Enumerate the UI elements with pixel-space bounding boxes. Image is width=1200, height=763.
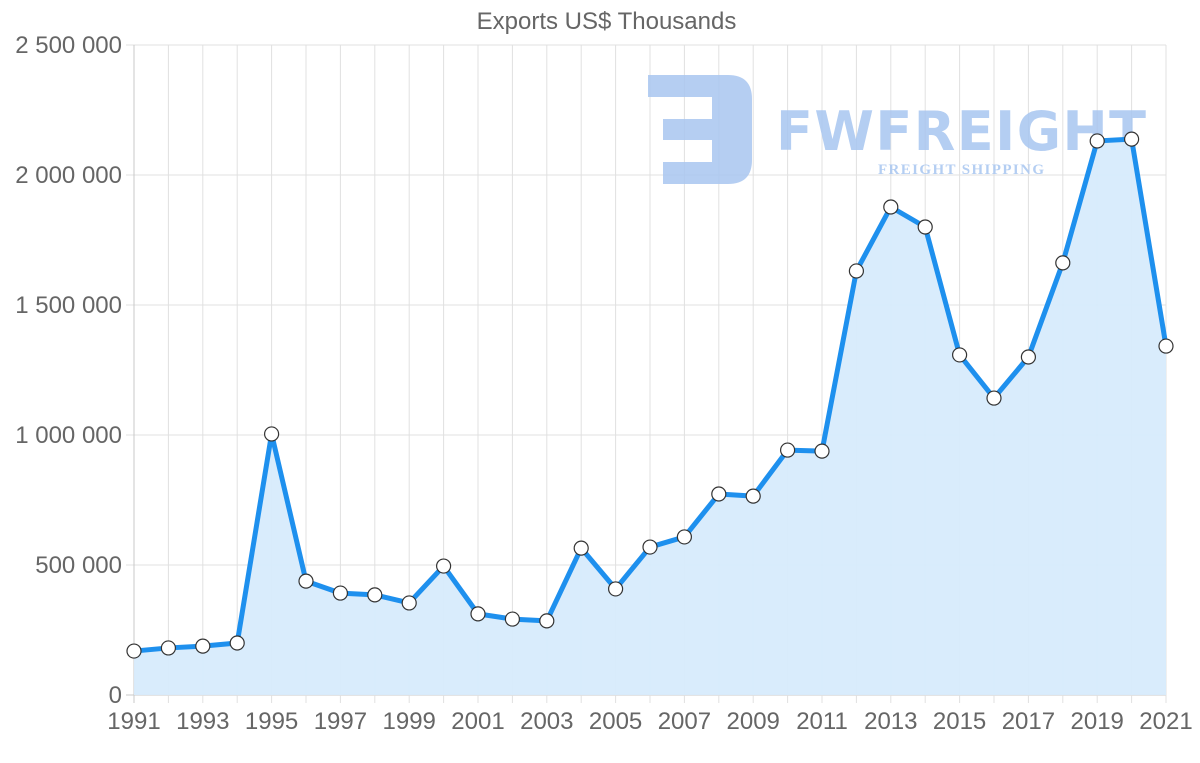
x-tick-label: 2017 [1002,708,1055,735]
data-point[interactable] [779,442,796,458]
data-point[interactable] [573,540,589,556]
watermark-logo: FWFREIGHT FREIGHT SHIPPING [648,75,1146,184]
x-tick-label: 1999 [383,708,436,735]
x-tick-label: 1993 [176,708,229,735]
x-tick-label: 1991 [107,708,160,735]
y-tick-label: 1 000 000 [15,422,122,449]
data-point[interactable] [264,426,280,442]
data-point[interactable] [539,613,555,629]
data-point[interactable] [1020,349,1037,365]
data-point[interactable] [1158,338,1174,354]
data-point[interactable] [951,347,968,363]
y-tick-label: 500 000 [35,552,122,579]
data-point[interactable] [470,606,486,622]
data-point[interactable] [160,640,176,656]
y-tick-label: 2 000 000 [15,162,122,189]
x-tick-label: 2003 [520,708,573,735]
chart-title: Exports US$ Thousands [476,8,737,35]
data-point[interactable] [676,529,693,545]
watermark-brand: FWFREIGHT [776,100,1146,163]
x-tick-label: 1995 [245,708,298,735]
data-point[interactable] [126,643,142,659]
data-point[interactable] [745,488,761,504]
area-fill [134,139,1166,695]
x-tick-label: 2021 [1139,708,1192,735]
y-tick-label: 1 500 000 [15,292,122,319]
data-point[interactable] [883,199,899,215]
data-point[interactable] [711,486,727,502]
data-point[interactable] [367,587,383,603]
data-point[interactable] [229,635,245,651]
data-point[interactable] [642,539,658,555]
x-tick-label: 2001 [451,708,504,735]
x-tick-label: 2005 [589,708,642,735]
data-point[interactable] [848,263,865,279]
logo-icon [648,75,752,184]
x-tick-label: 2019 [1071,708,1124,735]
data-point[interactable] [1055,255,1071,271]
y-tick-label: 0 [109,682,122,709]
y-tick-label: 2 500 000 [15,32,122,59]
x-tick-label: 2007 [658,708,711,735]
data-point[interactable] [401,595,417,611]
x-tick-label: 1997 [314,708,367,735]
y-axis: 0 500 000 1 000 000 1 500 000 2 000 000 2 500… [15,32,122,709]
data-point[interactable] [1123,131,1140,147]
x-tick-label: 2009 [727,708,780,735]
data-point[interactable] [436,558,452,574]
data-points [126,131,1174,659]
data-point[interactable] [917,219,933,235]
data-point[interactable] [607,581,624,597]
watermark-tagline: FREIGHT SHIPPING [878,162,1044,178]
x-tick-label: 2015 [933,708,986,735]
data-point[interactable] [332,585,348,601]
x-tick-label: 2011 [796,708,848,735]
data-point[interactable] [504,611,521,627]
data-point[interactable] [298,573,314,589]
x-tick-label: 2013 [864,708,917,735]
data-point[interactable] [986,390,1002,406]
data-point[interactable] [1089,133,1105,149]
data-point[interactable] [195,638,211,654]
data-point[interactable] [814,443,830,459]
x-axis: 1991 1993 1995 1997 1999 2001 2003 2005 2007 2009… [107,708,1192,735]
